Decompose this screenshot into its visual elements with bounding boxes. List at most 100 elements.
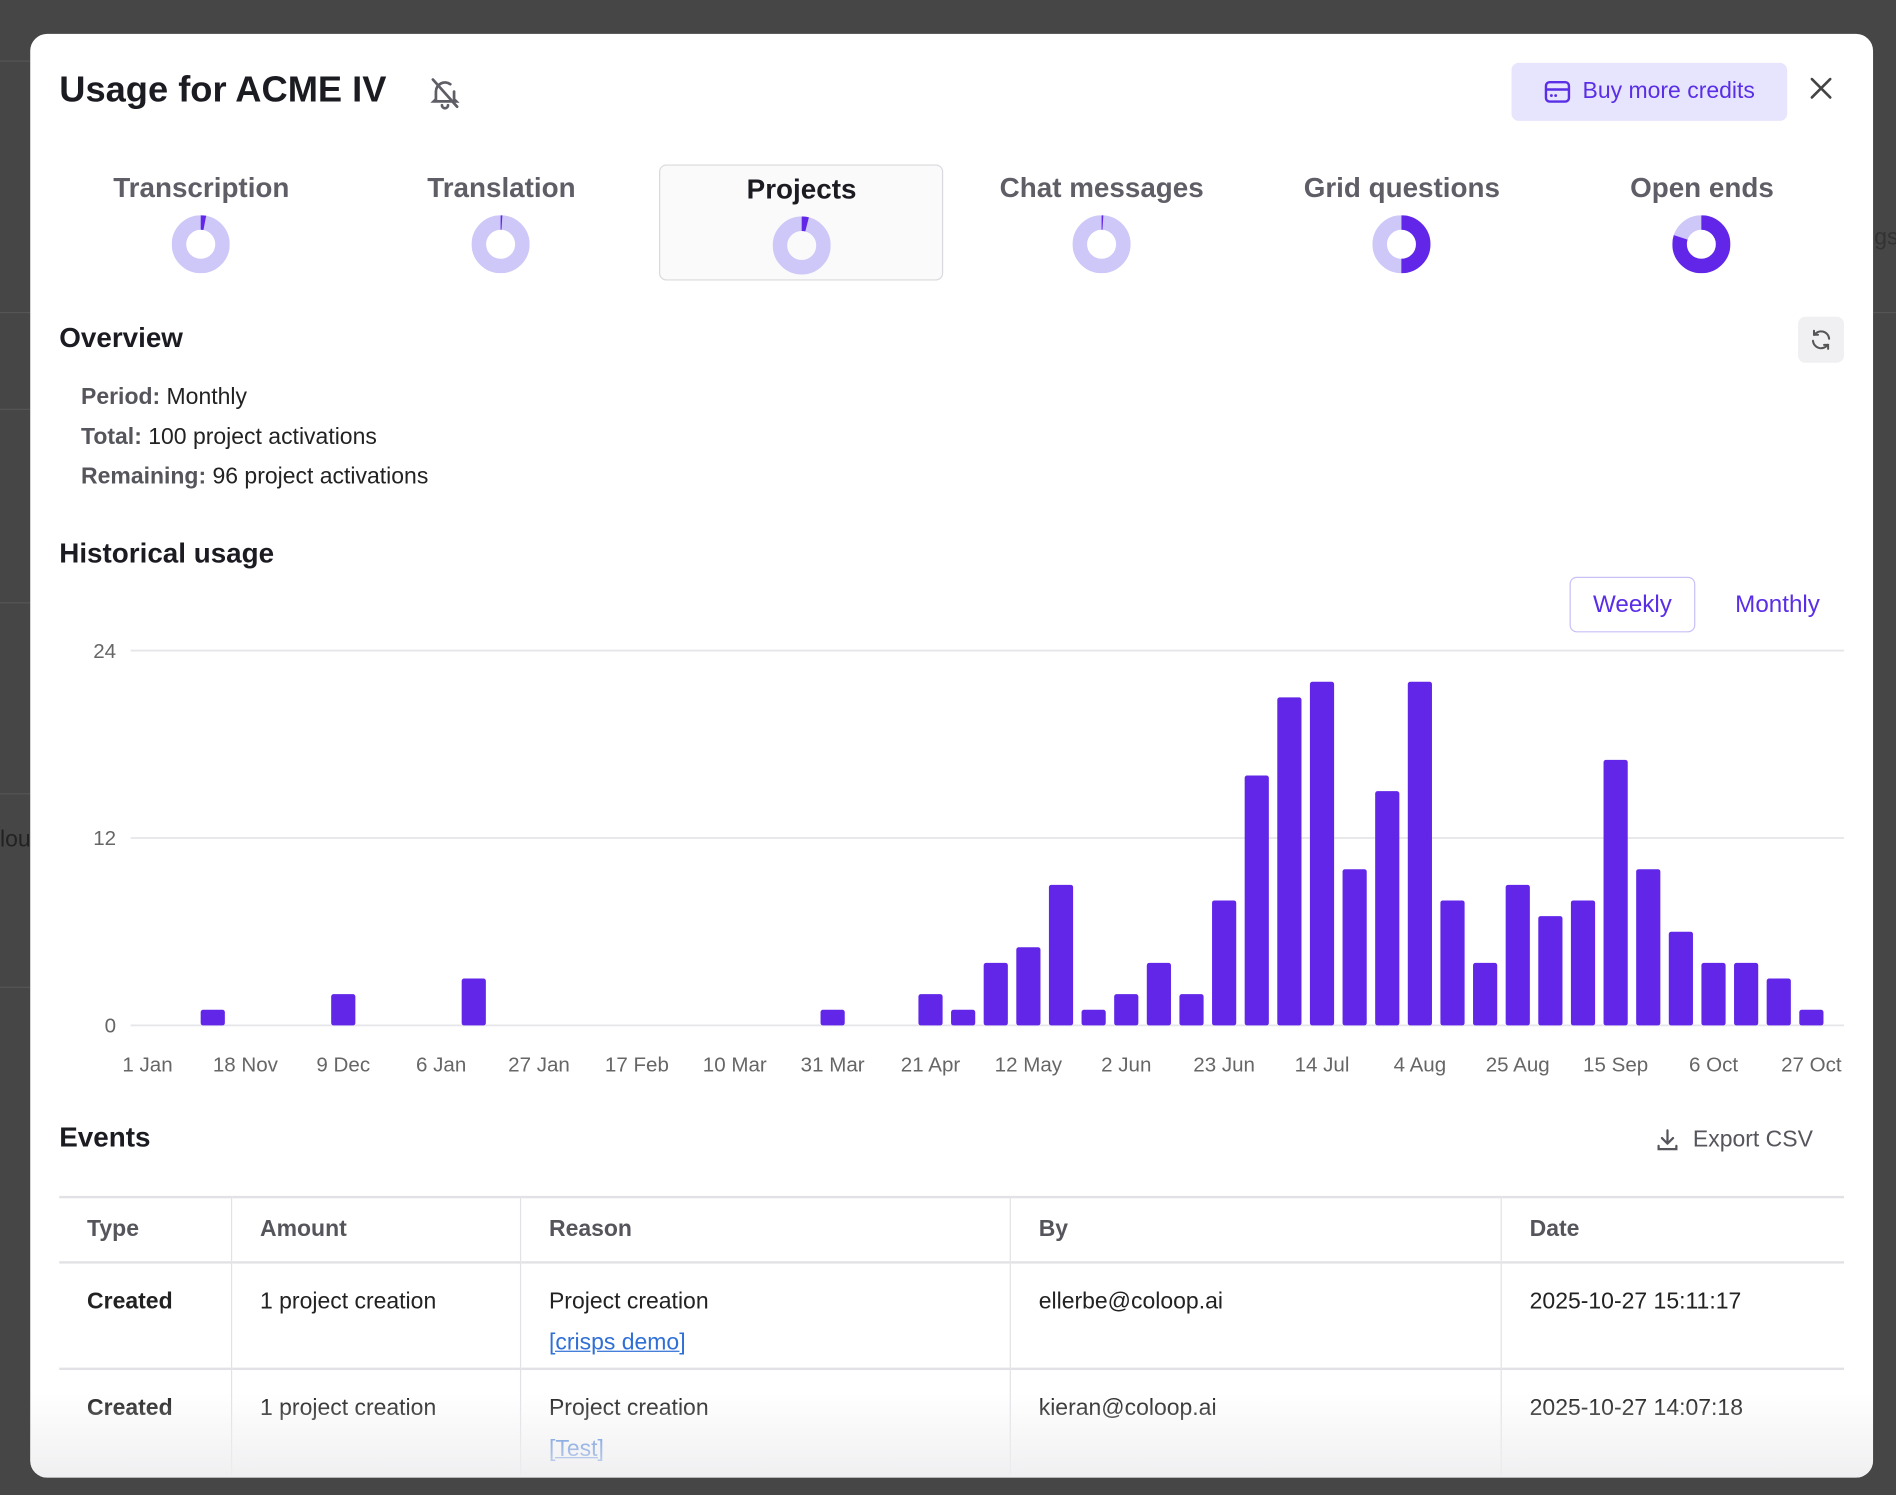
bar[interactable] <box>1048 884 1074 1026</box>
bar[interactable] <box>1570 900 1596 1026</box>
tab-chat-messages[interactable]: Chat messages <box>960 164 1244 280</box>
bar[interactable] <box>1309 681 1335 1026</box>
bar[interactable] <box>1636 869 1661 1026</box>
modal-title: Usage for ACME IV <box>59 70 387 111</box>
bar[interactable] <box>1766 978 1791 1026</box>
historical-usage-heading: Historical usage <box>59 536 275 569</box>
bar[interactable] <box>1799 1009 1824 1026</box>
bar[interactable] <box>1538 916 1563 1026</box>
usage-modal: Usage for ACME IV Buy more credits Trans… <box>30 33 1874 1478</box>
column-header-reason: Reason <box>519 1195 1011 1263</box>
background-divider <box>0 408 31 410</box>
x-tick-label: 6 Jan <box>416 1053 466 1076</box>
period-value: Monthly <box>166 384 247 410</box>
bar[interactable] <box>1603 759 1628 1026</box>
column-header-type: Type <box>59 1195 232 1263</box>
cell-by: ellerbe@coloop.ai <box>1009 1261 1502 1369</box>
download-icon <box>1657 1129 1678 1151</box>
y-tick-label: 0 <box>105 1015 116 1038</box>
credit-card-icon <box>1544 81 1570 103</box>
bar[interactable] <box>918 994 943 1026</box>
tab-open-ends[interactable]: Open ends <box>1560 164 1844 280</box>
y-tick-label: 12 <box>93 827 116 850</box>
x-tick-label: 15 Sep <box>1583 1053 1648 1076</box>
bar[interactable] <box>1114 994 1139 1026</box>
x-tick-label: 27 Oct <box>1781 1053 1842 1076</box>
project-link[interactable]: [Test] <box>548 1436 604 1462</box>
bar[interactable] <box>1473 962 1498 1026</box>
donut-used-segment <box>1672 215 1731 274</box>
total-label: Total: <box>81 424 142 450</box>
usage-donut-icon <box>1072 215 1131 274</box>
x-tick-label: 2 Jun <box>1101 1053 1151 1076</box>
bar[interactable] <box>1407 681 1432 1026</box>
donut-used-segment <box>1072 215 1131 274</box>
bar[interactable] <box>1081 1009 1106 1026</box>
refresh-icon <box>1811 329 1831 350</box>
bar[interactable] <box>1179 994 1204 1026</box>
export-csv-button[interactable]: Export CSV <box>1654 1127 1813 1154</box>
x-tick-label: 12 May <box>995 1053 1063 1076</box>
bar[interactable] <box>1146 962 1171 1026</box>
table-header-row: Type Amount Reason By Date <box>59 1195 1845 1263</box>
table-row: Created 1 project creation Project creat… <box>59 1261 1845 1369</box>
tab-projects[interactable]: Projects <box>659 164 944 281</box>
bar[interactable] <box>1734 962 1759 1026</box>
bar[interactable] <box>820 1009 845 1026</box>
usage-donut-icon <box>471 215 530 274</box>
usage-donut-icon <box>773 216 832 275</box>
buy-more-credits-button[interactable]: Buy more credits <box>1511 62 1788 121</box>
weekly-toggle[interactable]: Weekly <box>1569 576 1696 633</box>
project-link[interactable]: [crisps demo] <box>548 1330 686 1356</box>
reason-text: Project creation <box>548 1395 709 1421</box>
tab-label: Translation <box>427 171 576 204</box>
x-tick-label: 31 Mar <box>801 1053 865 1076</box>
usage-donut-icon <box>171 215 230 274</box>
y-tick-label: 24 <box>93 640 116 663</box>
reason-text: Project creation <box>548 1289 709 1315</box>
donut-used-segment <box>471 215 530 274</box>
tab-label: Transcription <box>113 171 290 204</box>
total-value: 100 project activations <box>148 424 377 450</box>
bar[interactable] <box>1668 931 1693 1026</box>
bar[interactable] <box>983 962 1008 1026</box>
events-table: Type Amount Reason By Date Created 1 pro… <box>59 1195 1845 1476</box>
bar[interactable] <box>1244 775 1269 1026</box>
remaining-value: 96 project activations <box>212 464 429 490</box>
overview-total: Total: 100 project activations <box>81 424 377 451</box>
overview-heading: Overview <box>59 321 183 354</box>
bar[interactable] <box>1016 947 1041 1026</box>
usage-donut-icon <box>1372 215 1431 274</box>
tab-label: Chat messages <box>999 171 1204 204</box>
bar[interactable] <box>331 994 356 1026</box>
column-header-by: By <box>1009 1195 1502 1263</box>
bar[interactable] <box>1505 884 1530 1026</box>
close-icon[interactable] <box>1805 73 1836 104</box>
bar[interactable] <box>1440 900 1465 1026</box>
bar[interactable] <box>461 978 486 1026</box>
bar[interactable] <box>1701 962 1726 1026</box>
cell-reason: Project creation [crisps demo] <box>519 1261 1011 1369</box>
refresh-button[interactable] <box>1798 316 1845 363</box>
bell-off-icon[interactable] <box>427 75 463 111</box>
bar[interactable] <box>1375 791 1400 1026</box>
tab-translation[interactable]: Translation <box>359 164 643 280</box>
remaining-label: Remaining: <box>81 464 207 490</box>
tab-grid-questions[interactable]: Grid questions <box>1260 164 1544 280</box>
overview-remaining: Remaining: 96 project activations <box>81 464 428 491</box>
bar[interactable] <box>1212 900 1237 1026</box>
table-row: Created 1 project creation Project creat… <box>59 1367 1845 1476</box>
cell-amount: 1 project creation <box>230 1261 521 1369</box>
background-divider <box>0 602 31 604</box>
bar[interactable] <box>200 1009 225 1026</box>
overview-period: Period: Monthly <box>81 385 247 412</box>
bar[interactable] <box>1277 697 1302 1026</box>
bar[interactable] <box>1342 869 1367 1026</box>
x-tick-label: 6 Oct <box>1689 1053 1738 1076</box>
monthly-toggle[interactable]: Monthly <box>1735 590 1820 618</box>
bar[interactable] <box>951 1009 976 1026</box>
tab-transcription[interactable]: Transcription <box>59 164 343 280</box>
x-tick-label: 23 Jun <box>1193 1053 1255 1076</box>
x-tick-label: 10 Mar <box>703 1053 767 1076</box>
x-tick-label: 27 Jan <box>508 1053 570 1076</box>
